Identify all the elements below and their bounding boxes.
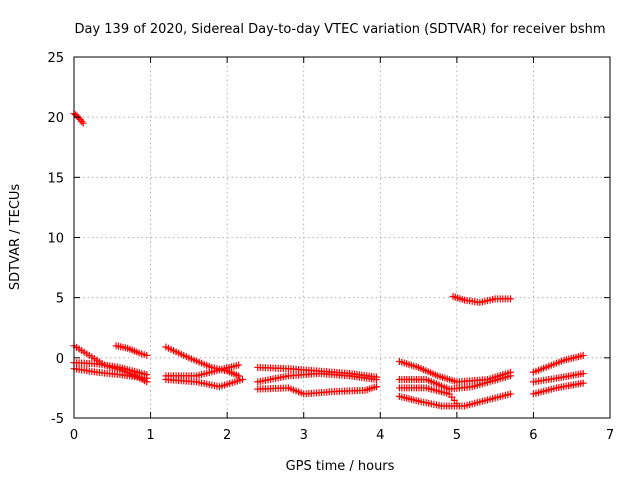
data-point (235, 372, 243, 380)
x-tick-label: 4 (376, 428, 384, 443)
data-layer (70, 110, 587, 410)
x-tick-label: 7 (606, 428, 614, 443)
series-sat-b (70, 342, 151, 386)
series-sat-m (395, 372, 514, 393)
data-point (579, 351, 587, 359)
data-point (506, 372, 514, 380)
x-tick-label: 6 (529, 428, 537, 443)
data-point (235, 361, 243, 369)
y-tick-label: 20 (47, 111, 64, 126)
x-tick-label: 1 (146, 428, 154, 443)
y-axis-label: SDTVAR / TECUs (8, 184, 23, 291)
x-tick-label: 5 (453, 428, 461, 443)
x-tick-label: 3 (300, 428, 308, 443)
series-sat-s (529, 379, 587, 398)
y-tick-label: 25 (47, 51, 64, 66)
x-axis-label: GPS time / hours (286, 459, 395, 474)
y-tick-label: 5 (56, 292, 64, 307)
series-sat-p (449, 292, 514, 306)
data-point (579, 369, 587, 377)
grid-layer (74, 57, 610, 418)
data-point (506, 295, 514, 303)
data-point (143, 351, 151, 359)
series-sat-e (112, 342, 151, 359)
series-sat-k (254, 383, 380, 398)
x-tick-label: 2 (223, 428, 231, 443)
y-tick-label: 10 (47, 232, 64, 247)
series-sat-q (529, 351, 587, 376)
chart-title: Day 139 of 2020, Sidereal Day-to-day VTE… (74, 22, 605, 37)
series-sat-d (70, 365, 151, 382)
y-tick-label: 0 (56, 352, 64, 367)
series-sat-a (70, 110, 87, 127)
series-sat-j (254, 369, 380, 386)
data-point (372, 375, 380, 383)
data-point (453, 400, 461, 408)
data-point (579, 379, 587, 387)
tick-layer: 0 1 2 3 4 5 6 7 -5 0 5 10 15 20 25 (47, 51, 614, 443)
series-sat-g (162, 361, 243, 380)
data-point (78, 117, 86, 125)
series-sat-r (529, 369, 587, 386)
y-tick-label: -5 (51, 412, 64, 427)
series-sat-o (395, 384, 461, 408)
series-sat-n (395, 390, 514, 410)
data-point (506, 390, 514, 398)
data-point (143, 374, 151, 382)
series-sat-h (162, 375, 246, 391)
data-point (238, 375, 246, 383)
data-point (79, 119, 87, 127)
y-tick-label: 15 (47, 171, 64, 186)
data-point (372, 383, 380, 391)
x-tick-label: 0 (70, 428, 78, 443)
